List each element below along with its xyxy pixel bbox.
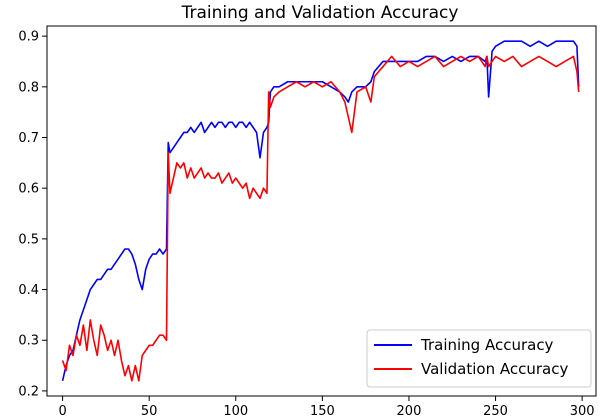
y-tick-label: 0.5 — [18, 232, 39, 247]
legend-box — [366, 329, 592, 388]
x-tick-label: 250 — [483, 404, 508, 419]
plot-frame — [46, 25, 597, 397]
legend-label-validation: Validation Accuracy — [421, 360, 568, 378]
x-tick-label: 0 — [58, 404, 66, 419]
validation-accuracy-line — [61, 55, 580, 382]
x-axis: 0 50 100 150 200 250 300 — [58, 396, 595, 419]
x-tick-label: 200 — [397, 404, 422, 419]
y-tick-label: 0.2 — [18, 384, 39, 399]
x-tick-label: 50 — [141, 404, 158, 419]
y-axis: 0.2 0.3 0.4 0.5 0.6 0.7 0.8 0.9 — [18, 30, 47, 399]
y-tick-label: 0.3 — [18, 334, 39, 349]
y-tick-label: 0.4 — [18, 283, 39, 298]
y-tick-label: 0.7 — [18, 131, 39, 146]
legend-label-training: Training Accuracy — [420, 336, 554, 354]
x-tick-label: 300 — [570, 404, 595, 419]
training-accuracy-line — [61, 40, 580, 381]
y-tick-label: 0.9 — [18, 30, 39, 45]
y-tick-label: 0.6 — [18, 182, 39, 197]
series-layer — [61, 40, 580, 382]
x-tick-label: 150 — [310, 404, 335, 419]
y-tick-label: 0.8 — [18, 80, 39, 95]
chart-title: Training and Validation Accuracy — [181, 3, 459, 23]
x-tick-label: 100 — [223, 404, 248, 419]
legend: Training Accuracy Validation Accuracy — [366, 329, 592, 388]
